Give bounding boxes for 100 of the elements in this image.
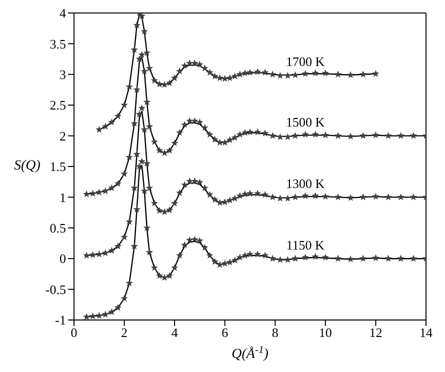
- point: [150, 76, 158, 84]
- point: [143, 160, 151, 167]
- point: [89, 251, 96, 258]
- point: [302, 254, 309, 260]
- point: [108, 308, 116, 316]
- point: [133, 206, 140, 213]
- point: [346, 255, 354, 262]
- point: [322, 69, 330, 76]
- point: [269, 254, 276, 262]
- point: [410, 254, 418, 262]
- point: [384, 254, 392, 262]
- point: [108, 184, 116, 192]
- point: [186, 177, 194, 184]
- x-tick-label: 12: [369, 325, 382, 340]
- point: [133, 21, 140, 28]
- point: [160, 274, 168, 281]
- point: [96, 126, 103, 133]
- point: [166, 206, 174, 214]
- point: [292, 132, 299, 139]
- point: [216, 260, 224, 268]
- point: [160, 208, 168, 216]
- point: [206, 252, 214, 259]
- point: [254, 128, 262, 136]
- point: [231, 194, 239, 202]
- point: [89, 190, 96, 197]
- point: [170, 139, 178, 146]
- point: [136, 162, 143, 170]
- series-label: 1300 K: [286, 176, 326, 191]
- point: [196, 118, 204, 126]
- point: [136, 55, 143, 62]
- point: [166, 146, 174, 154]
- point: [372, 254, 380, 262]
- point: [166, 79, 174, 86]
- point: [181, 241, 188, 248]
- point: [140, 68, 148, 74]
- y-tick-label: 2: [60, 128, 66, 144]
- point: [191, 236, 198, 243]
- point: [133, 86, 140, 93]
- point: [82, 252, 90, 259]
- point: [130, 242, 138, 250]
- point: [360, 193, 367, 200]
- point: [146, 184, 154, 192]
- point: [96, 250, 103, 258]
- point: [82, 313, 90, 320]
- point: [150, 264, 158, 271]
- y-tick-label: 3: [60, 67, 66, 82]
- point: [176, 128, 184, 136]
- point: [150, 138, 158, 146]
- point: [82, 190, 90, 198]
- point: [360, 70, 367, 78]
- point: [346, 71, 354, 78]
- point: [360, 254, 367, 262]
- point: [246, 128, 254, 136]
- point: [241, 69, 249, 76]
- point: [176, 68, 184, 74]
- point: [397, 193, 404, 200]
- point: [191, 117, 198, 124]
- point: [236, 70, 244, 78]
- point: [140, 126, 148, 133]
- point: [269, 193, 276, 200]
- y-tick-label: 1.5: [50, 159, 66, 174]
- point: [102, 310, 110, 318]
- point: [201, 184, 208, 192]
- point: [276, 133, 284, 140]
- point: [241, 252, 249, 259]
- point: [276, 72, 284, 79]
- point: [292, 254, 299, 262]
- point: [226, 136, 234, 144]
- point: [126, 82, 133, 90]
- point: [236, 192, 244, 200]
- point: [143, 49, 151, 56]
- point: [140, 187, 148, 194]
- point: [186, 117, 194, 124]
- point: [196, 60, 204, 68]
- point: [226, 258, 234, 266]
- point: [312, 252, 319, 260]
- point: [221, 138, 228, 146]
- point: [108, 246, 116, 254]
- x-tick-label: 10: [318, 325, 332, 340]
- point: [160, 81, 168, 88]
- y-tick-label: 0: [60, 251, 66, 266]
- point: [302, 70, 309, 77]
- point: [254, 68, 262, 76]
- point: [170, 200, 178, 206]
- point: [254, 190, 262, 197]
- point: [201, 244, 208, 251]
- point: [211, 258, 218, 265]
- point: [312, 192, 319, 200]
- point: [276, 194, 284, 202]
- point: [120, 294, 128, 302]
- point: [216, 198, 224, 206]
- point: [360, 132, 367, 139]
- point: [156, 80, 164, 88]
- point: [254, 250, 262, 258]
- point: [114, 180, 122, 187]
- y-tick-label: 2.5: [50, 98, 66, 113]
- point: [170, 74, 178, 82]
- point: [102, 249, 110, 256]
- point: [136, 110, 143, 118]
- y-tick-label: 1: [60, 190, 66, 205]
